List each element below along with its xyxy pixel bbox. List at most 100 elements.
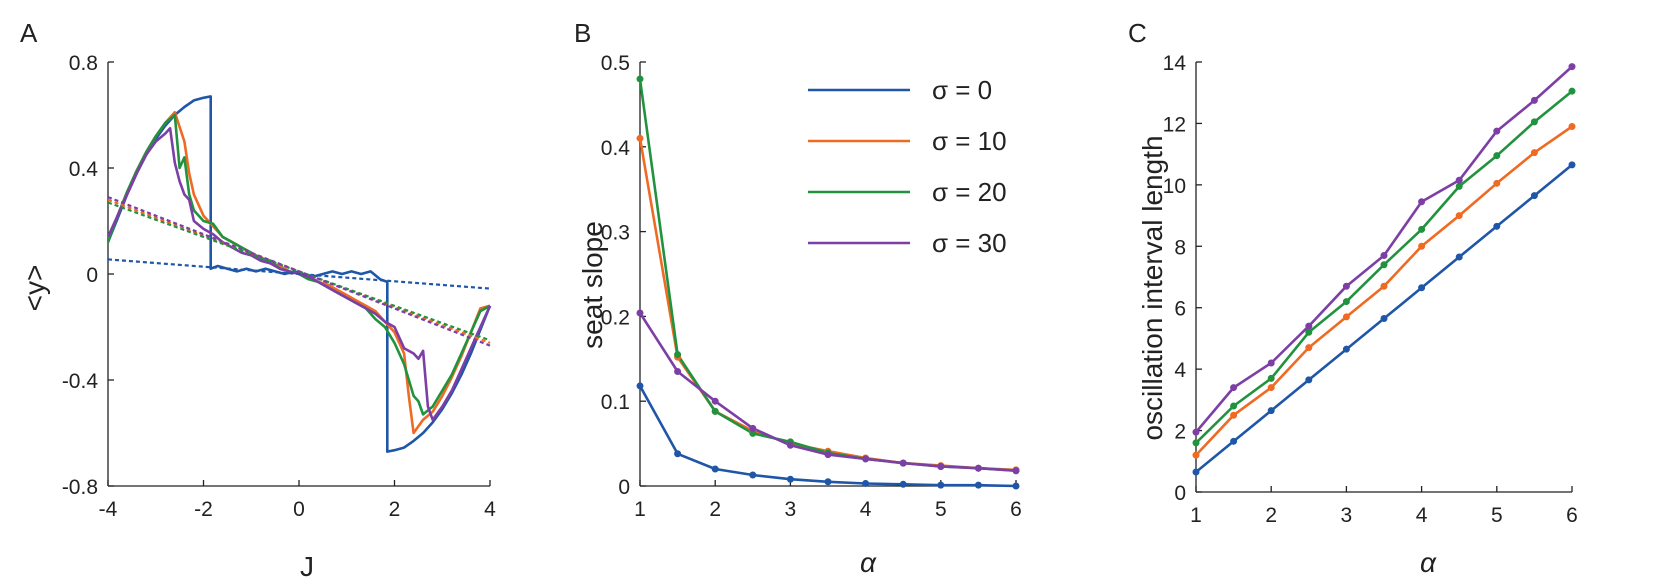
data-point bbox=[711, 407, 719, 415]
data-point bbox=[1493, 152, 1501, 160]
panel-b-letter: B bbox=[574, 18, 591, 48]
data-point bbox=[636, 134, 644, 142]
data-point bbox=[1455, 212, 1463, 220]
data-point bbox=[786, 441, 794, 449]
data-point bbox=[1455, 182, 1463, 190]
panel-a-ylabel: <y> bbox=[19, 265, 50, 312]
data-point bbox=[674, 450, 682, 458]
data-point bbox=[1455, 253, 1463, 261]
fit-line bbox=[108, 258, 491, 290]
data-point bbox=[749, 424, 757, 432]
legend-label: σ = 30 bbox=[932, 228, 1007, 258]
data-point bbox=[1568, 87, 1576, 95]
data-point bbox=[1380, 282, 1388, 290]
x-tick-label: 2 bbox=[709, 498, 721, 521]
data-point bbox=[1493, 127, 1501, 135]
data-point bbox=[1418, 284, 1426, 292]
x-tick-label: 4 bbox=[484, 498, 496, 521]
x-tick-label: -2 bbox=[194, 498, 213, 521]
data-point bbox=[1418, 242, 1426, 250]
data-point bbox=[824, 478, 832, 486]
y-tick-label: 8 bbox=[1174, 236, 1186, 259]
data-point bbox=[1012, 467, 1020, 475]
x-tick-label: 3 bbox=[1341, 504, 1353, 527]
y-tick-label: 0.5 bbox=[601, 52, 630, 75]
data-point bbox=[1267, 359, 1275, 367]
legend: σ = 0 σ = 10 σ = 20 σ = 30 bbox=[808, 75, 1007, 258]
data-point bbox=[1267, 407, 1275, 415]
data-point bbox=[1380, 261, 1388, 269]
data-point bbox=[1012, 482, 1020, 490]
panel-a: A -4 -2 0 2 4 0.8 0.4 0 -0.4 -0.8 J <y> bbox=[19, 18, 496, 582]
x-tick-label: 5 bbox=[1491, 504, 1503, 527]
panel-c-letter: C bbox=[1128, 18, 1147, 48]
x-tick-label: 5 bbox=[935, 498, 947, 521]
data-point bbox=[1530, 96, 1538, 104]
legend-label: σ = 0 bbox=[932, 75, 992, 105]
data-point bbox=[1230, 437, 1238, 445]
series-line bbox=[640, 385, 1017, 488]
x-tick-label: 4 bbox=[1416, 504, 1428, 527]
data-point bbox=[1342, 298, 1350, 306]
y-tick-label: 0.8 bbox=[69, 52, 98, 75]
series-line bbox=[1196, 65, 1573, 433]
series-line bbox=[1196, 125, 1573, 456]
data-point bbox=[1380, 314, 1388, 322]
y-tick-label: 0.2 bbox=[601, 306, 630, 329]
x-tick-label: 1 bbox=[1190, 504, 1202, 527]
x-tick-label: 6 bbox=[1566, 504, 1578, 527]
panel-b-ylabel: seat slope bbox=[577, 221, 608, 349]
data-point bbox=[1418, 225, 1426, 233]
panel-c-xlabel: α bbox=[1420, 547, 1437, 578]
y-tick-label: 10 bbox=[1163, 175, 1186, 198]
data-point bbox=[899, 459, 907, 467]
data-point bbox=[1230, 402, 1238, 410]
panel-a-plot: -4 -2 0 2 4 0.8 0.4 0 -0.4 -0.8 bbox=[62, 52, 496, 521]
data-layer bbox=[1196, 65, 1573, 474]
data-point bbox=[1230, 411, 1238, 419]
y-tick-label: 0.3 bbox=[601, 222, 630, 245]
x-tick-label: -4 bbox=[99, 498, 118, 521]
data-point bbox=[1380, 252, 1388, 259]
y-tick-label: 2 bbox=[1174, 421, 1186, 444]
data-point bbox=[1342, 345, 1350, 353]
data-layer bbox=[108, 95, 492, 453]
data-point bbox=[636, 75, 644, 83]
data-point bbox=[862, 455, 870, 463]
y-tick-label: 0 bbox=[1174, 482, 1186, 505]
data-point bbox=[674, 368, 682, 376]
data-point bbox=[711, 465, 719, 473]
y-tick-label: -0.4 bbox=[62, 370, 99, 393]
data-point bbox=[1568, 63, 1576, 71]
x-tick-label: 1 bbox=[634, 498, 646, 521]
data-point bbox=[1230, 384, 1238, 392]
data-point bbox=[1493, 222, 1501, 230]
data-point bbox=[1305, 328, 1313, 336]
data-point bbox=[1493, 179, 1501, 187]
y-tick-label: 0 bbox=[86, 264, 98, 287]
data-point bbox=[1192, 439, 1200, 447]
data-point bbox=[636, 309, 644, 317]
panel-a-letter: A bbox=[20, 18, 38, 48]
y-tick-label: 4 bbox=[1174, 359, 1186, 382]
data-point bbox=[1267, 374, 1275, 382]
x-tick-label: 4 bbox=[860, 498, 872, 521]
panel-c-ylabel: oscillation interval length bbox=[1137, 135, 1168, 440]
panel-b-xlabel: α bbox=[860, 547, 877, 578]
y-tick-label: 0.4 bbox=[69, 158, 99, 181]
data-point bbox=[1342, 313, 1350, 321]
series-line bbox=[640, 312, 1017, 472]
data-point bbox=[1192, 428, 1200, 436]
y-tick-label: 14 bbox=[1163, 52, 1187, 75]
data-point bbox=[1455, 176, 1463, 184]
x-tick-label: 3 bbox=[785, 498, 797, 521]
data-point bbox=[1568, 161, 1576, 169]
fit-line bbox=[108, 196, 491, 347]
data-point bbox=[824, 451, 832, 459]
data-point bbox=[711, 397, 719, 405]
data-point bbox=[974, 481, 982, 489]
data-point bbox=[1530, 192, 1538, 200]
panel-b: B 1 2 3 4 5 6 0.5 0.4 0.3 0.2 0.1 0 α seat slope σ … bbox=[574, 18, 1022, 578]
data-point bbox=[1305, 344, 1313, 352]
